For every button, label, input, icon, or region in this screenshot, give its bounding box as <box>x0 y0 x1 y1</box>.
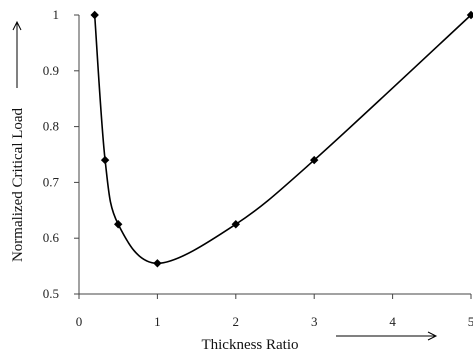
y-tick-label: 1 <box>53 7 60 22</box>
series-line <box>93 14 472 265</box>
x-tick-label: 3 <box>311 314 318 329</box>
x-tick-label: 2 <box>233 314 240 329</box>
data-point <box>90 10 99 20</box>
data-point <box>310 155 319 165</box>
x-tick-label: 0 <box>76 314 83 329</box>
x-axis-arrowhead-icon <box>427 331 438 341</box>
y-ticks: 0.5 0.6 0.7 0.8 0.9 1 <box>43 7 79 301</box>
data-point <box>231 220 240 229</box>
y-tick-label: 0.5 <box>43 286 59 301</box>
data-point <box>153 259 162 268</box>
y-tick-label: 0.6 <box>43 230 60 245</box>
y-axis-title: Normalized Critical Load <box>10 107 26 262</box>
data-point <box>114 220 123 229</box>
y-tick-label: 0.7 <box>43 174 60 189</box>
axes <box>78 15 471 295</box>
x-axis-title: Thickness Ratio <box>201 337 298 353</box>
x-tick-label: 4 <box>389 314 396 329</box>
data-point <box>100 155 110 165</box>
y-tick-label: 0.9 <box>43 63 59 78</box>
x-tick-label: 1 <box>154 314 161 329</box>
x-ticks: 0 1 2 3 4 5 <box>76 294 473 329</box>
data-point <box>466 10 473 20</box>
y-axis-arrowhead-icon <box>12 20 22 31</box>
y-tick-label: 0.8 <box>43 119 59 134</box>
plot-area <box>90 10 473 268</box>
x-tick-label: 5 <box>468 314 473 329</box>
